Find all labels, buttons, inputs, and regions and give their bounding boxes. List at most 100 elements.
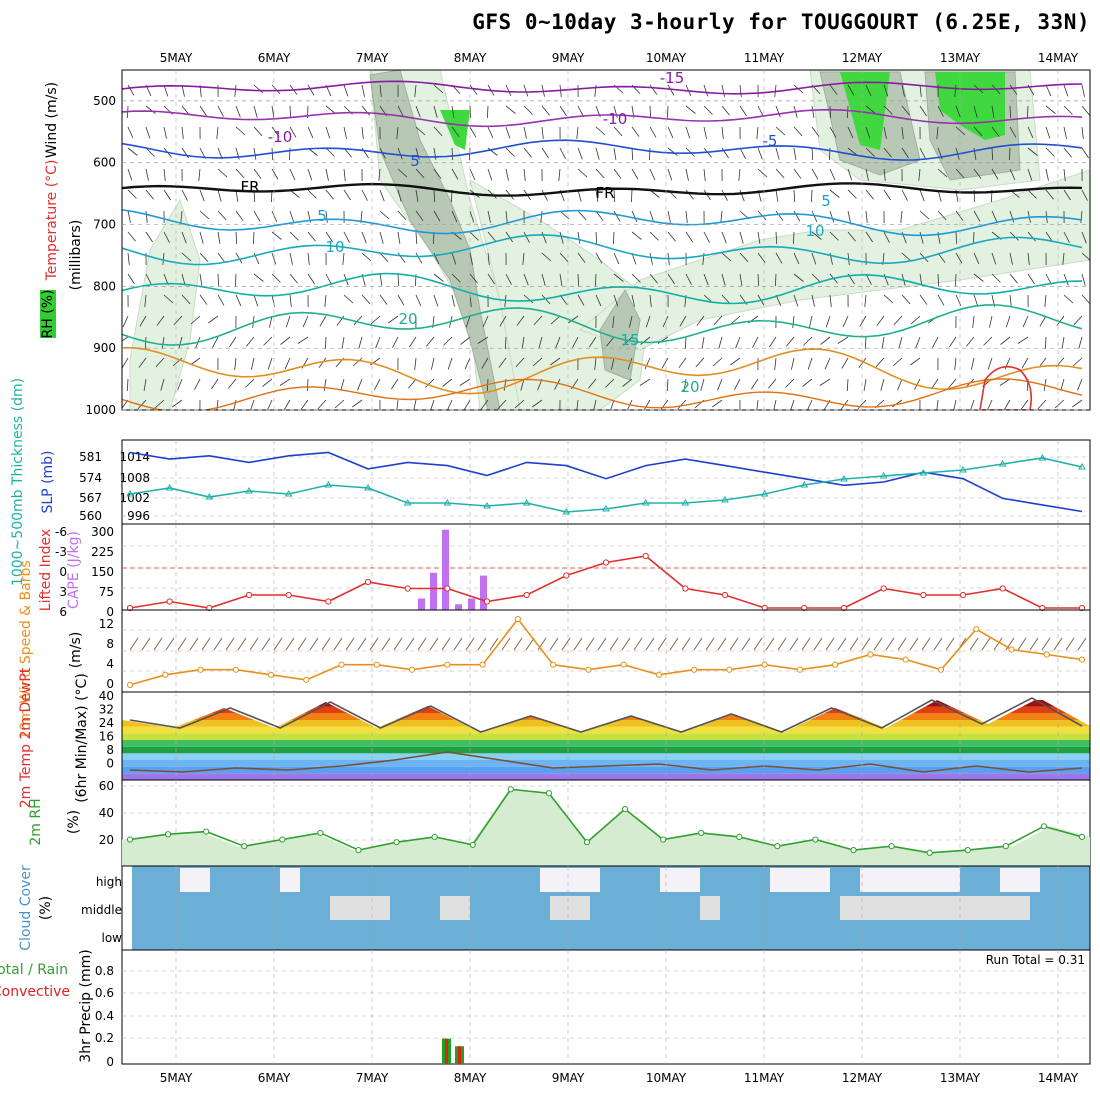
wind-barb bbox=[127, 147, 138, 156]
wind-barb bbox=[297, 336, 309, 344]
wind-barb bbox=[949, 336, 957, 348]
wind-barb bbox=[631, 126, 640, 137]
wind-barb bbox=[1078, 336, 1083, 349]
wind-barb bbox=[1081, 294, 1090, 305]
wind-barb bbox=[989, 315, 993, 328]
wind-barb bbox=[972, 315, 975, 328]
wind-barb bbox=[883, 105, 893, 115]
wind-barb bbox=[139, 315, 147, 327]
wind-barb bbox=[127, 252, 130, 265]
lifted-index-series-point bbox=[126, 604, 134, 612]
wind-barb bbox=[613, 273, 624, 282]
wind-barb bbox=[559, 231, 564, 244]
wind-barb bbox=[757, 168, 768, 178]
wind-barb bbox=[163, 231, 170, 243]
wind-barb bbox=[1063, 294, 1074, 304]
wind-barb bbox=[426, 336, 435, 347]
wind-barb bbox=[343, 126, 347, 139]
wind-barb bbox=[505, 168, 509, 181]
wind-barb bbox=[1063, 126, 1067, 139]
wind-barb bbox=[289, 252, 293, 265]
wind10-barb bbox=[1077, 637, 1087, 651]
wind-barb bbox=[325, 210, 328, 223]
wind-barb bbox=[307, 126, 314, 139]
wind-barb bbox=[792, 315, 795, 328]
wind-barb bbox=[649, 126, 657, 138]
wind-barb bbox=[498, 357, 507, 368]
wind-barb bbox=[1045, 84, 1052, 97]
lifted-index-series-point bbox=[880, 585, 887, 592]
wind-barb bbox=[374, 378, 381, 390]
rh2m-series-point bbox=[469, 841, 476, 848]
wind-barb bbox=[172, 399, 183, 408]
wind-barb bbox=[757, 273, 760, 287]
wind-barb bbox=[550, 357, 561, 366]
wind-barb bbox=[785, 378, 795, 388]
wind-barb bbox=[883, 126, 887, 139]
wind-barb bbox=[342, 252, 345, 265]
wind-barb bbox=[1039, 315, 1047, 327]
cape-axis-label: CAPE (J/kg) bbox=[66, 531, 82, 609]
wind-barb bbox=[533, 315, 543, 326]
wind-barb bbox=[991, 126, 1000, 137]
temp-band bbox=[122, 726, 1090, 734]
wind-barb bbox=[721, 273, 726, 286]
wind-barb bbox=[460, 336, 471, 345]
wind-barb bbox=[307, 189, 317, 199]
wind-barb bbox=[559, 273, 563, 286]
wind-barb bbox=[554, 378, 561, 390]
wind10-series-point bbox=[479, 661, 486, 668]
contour-label: FR bbox=[595, 184, 614, 202]
wind10-barb bbox=[825, 637, 835, 651]
contour-line-temp-25 bbox=[122, 347, 1083, 395]
wind-barb bbox=[606, 336, 615, 347]
wind-barb bbox=[1063, 189, 1071, 201]
wind-barb bbox=[613, 252, 620, 265]
wind-barb bbox=[811, 273, 821, 283]
wind-barb bbox=[154, 399, 165, 409]
wind-barb bbox=[1063, 231, 1070, 243]
wind-barb bbox=[1000, 336, 1011, 345]
wind-barb bbox=[1022, 315, 1029, 328]
wind-barb bbox=[811, 168, 819, 180]
rh2m-series-point bbox=[964, 847, 971, 854]
slp-axis-label: SLP (mb) bbox=[40, 450, 56, 513]
wind-barb bbox=[739, 105, 747, 117]
wind-barb bbox=[703, 105, 713, 115]
precip-axis-label: 3hr Precip (mm) bbox=[78, 949, 94, 1062]
wind-barb bbox=[352, 357, 363, 367]
thickness-series-point bbox=[760, 490, 769, 497]
wind-barb bbox=[541, 252, 552, 262]
wind-barb bbox=[685, 126, 691, 139]
wind-barb bbox=[235, 252, 243, 264]
wind-barb bbox=[644, 357, 651, 370]
rh2m-series-point bbox=[774, 843, 781, 850]
contour-label: -5 bbox=[763, 132, 778, 150]
wind-barb bbox=[253, 126, 263, 137]
contour-label: 5 bbox=[821, 192, 831, 210]
wind-barb bbox=[558, 168, 561, 181]
wind-barb bbox=[505, 147, 515, 157]
wind10-barb bbox=[285, 637, 295, 651]
wind10-barb bbox=[909, 637, 919, 651]
wind-barb bbox=[829, 168, 836, 181]
wind10-series-point bbox=[126, 681, 134, 689]
rh2m-series-point bbox=[1002, 843, 1009, 850]
contour-line-temp-20 bbox=[122, 304, 1083, 346]
wind-barb bbox=[649, 252, 653, 265]
wind-barb bbox=[739, 252, 749, 263]
wind-barb bbox=[712, 399, 723, 408]
wind-barb bbox=[559, 210, 570, 220]
wind-barb bbox=[649, 231, 659, 241]
wind-barb bbox=[880, 378, 885, 391]
wind-barb bbox=[937, 294, 945, 306]
wind-barb bbox=[181, 252, 192, 262]
wind-barb bbox=[378, 168, 381, 181]
wind-barb bbox=[948, 378, 957, 389]
wind-barb bbox=[122, 315, 129, 328]
wind-barb bbox=[397, 273, 400, 287]
wind-barb bbox=[451, 168, 459, 180]
wind10-series-point bbox=[162, 671, 169, 678]
wind-barb bbox=[775, 147, 780, 160]
wind-barb bbox=[667, 210, 671, 223]
